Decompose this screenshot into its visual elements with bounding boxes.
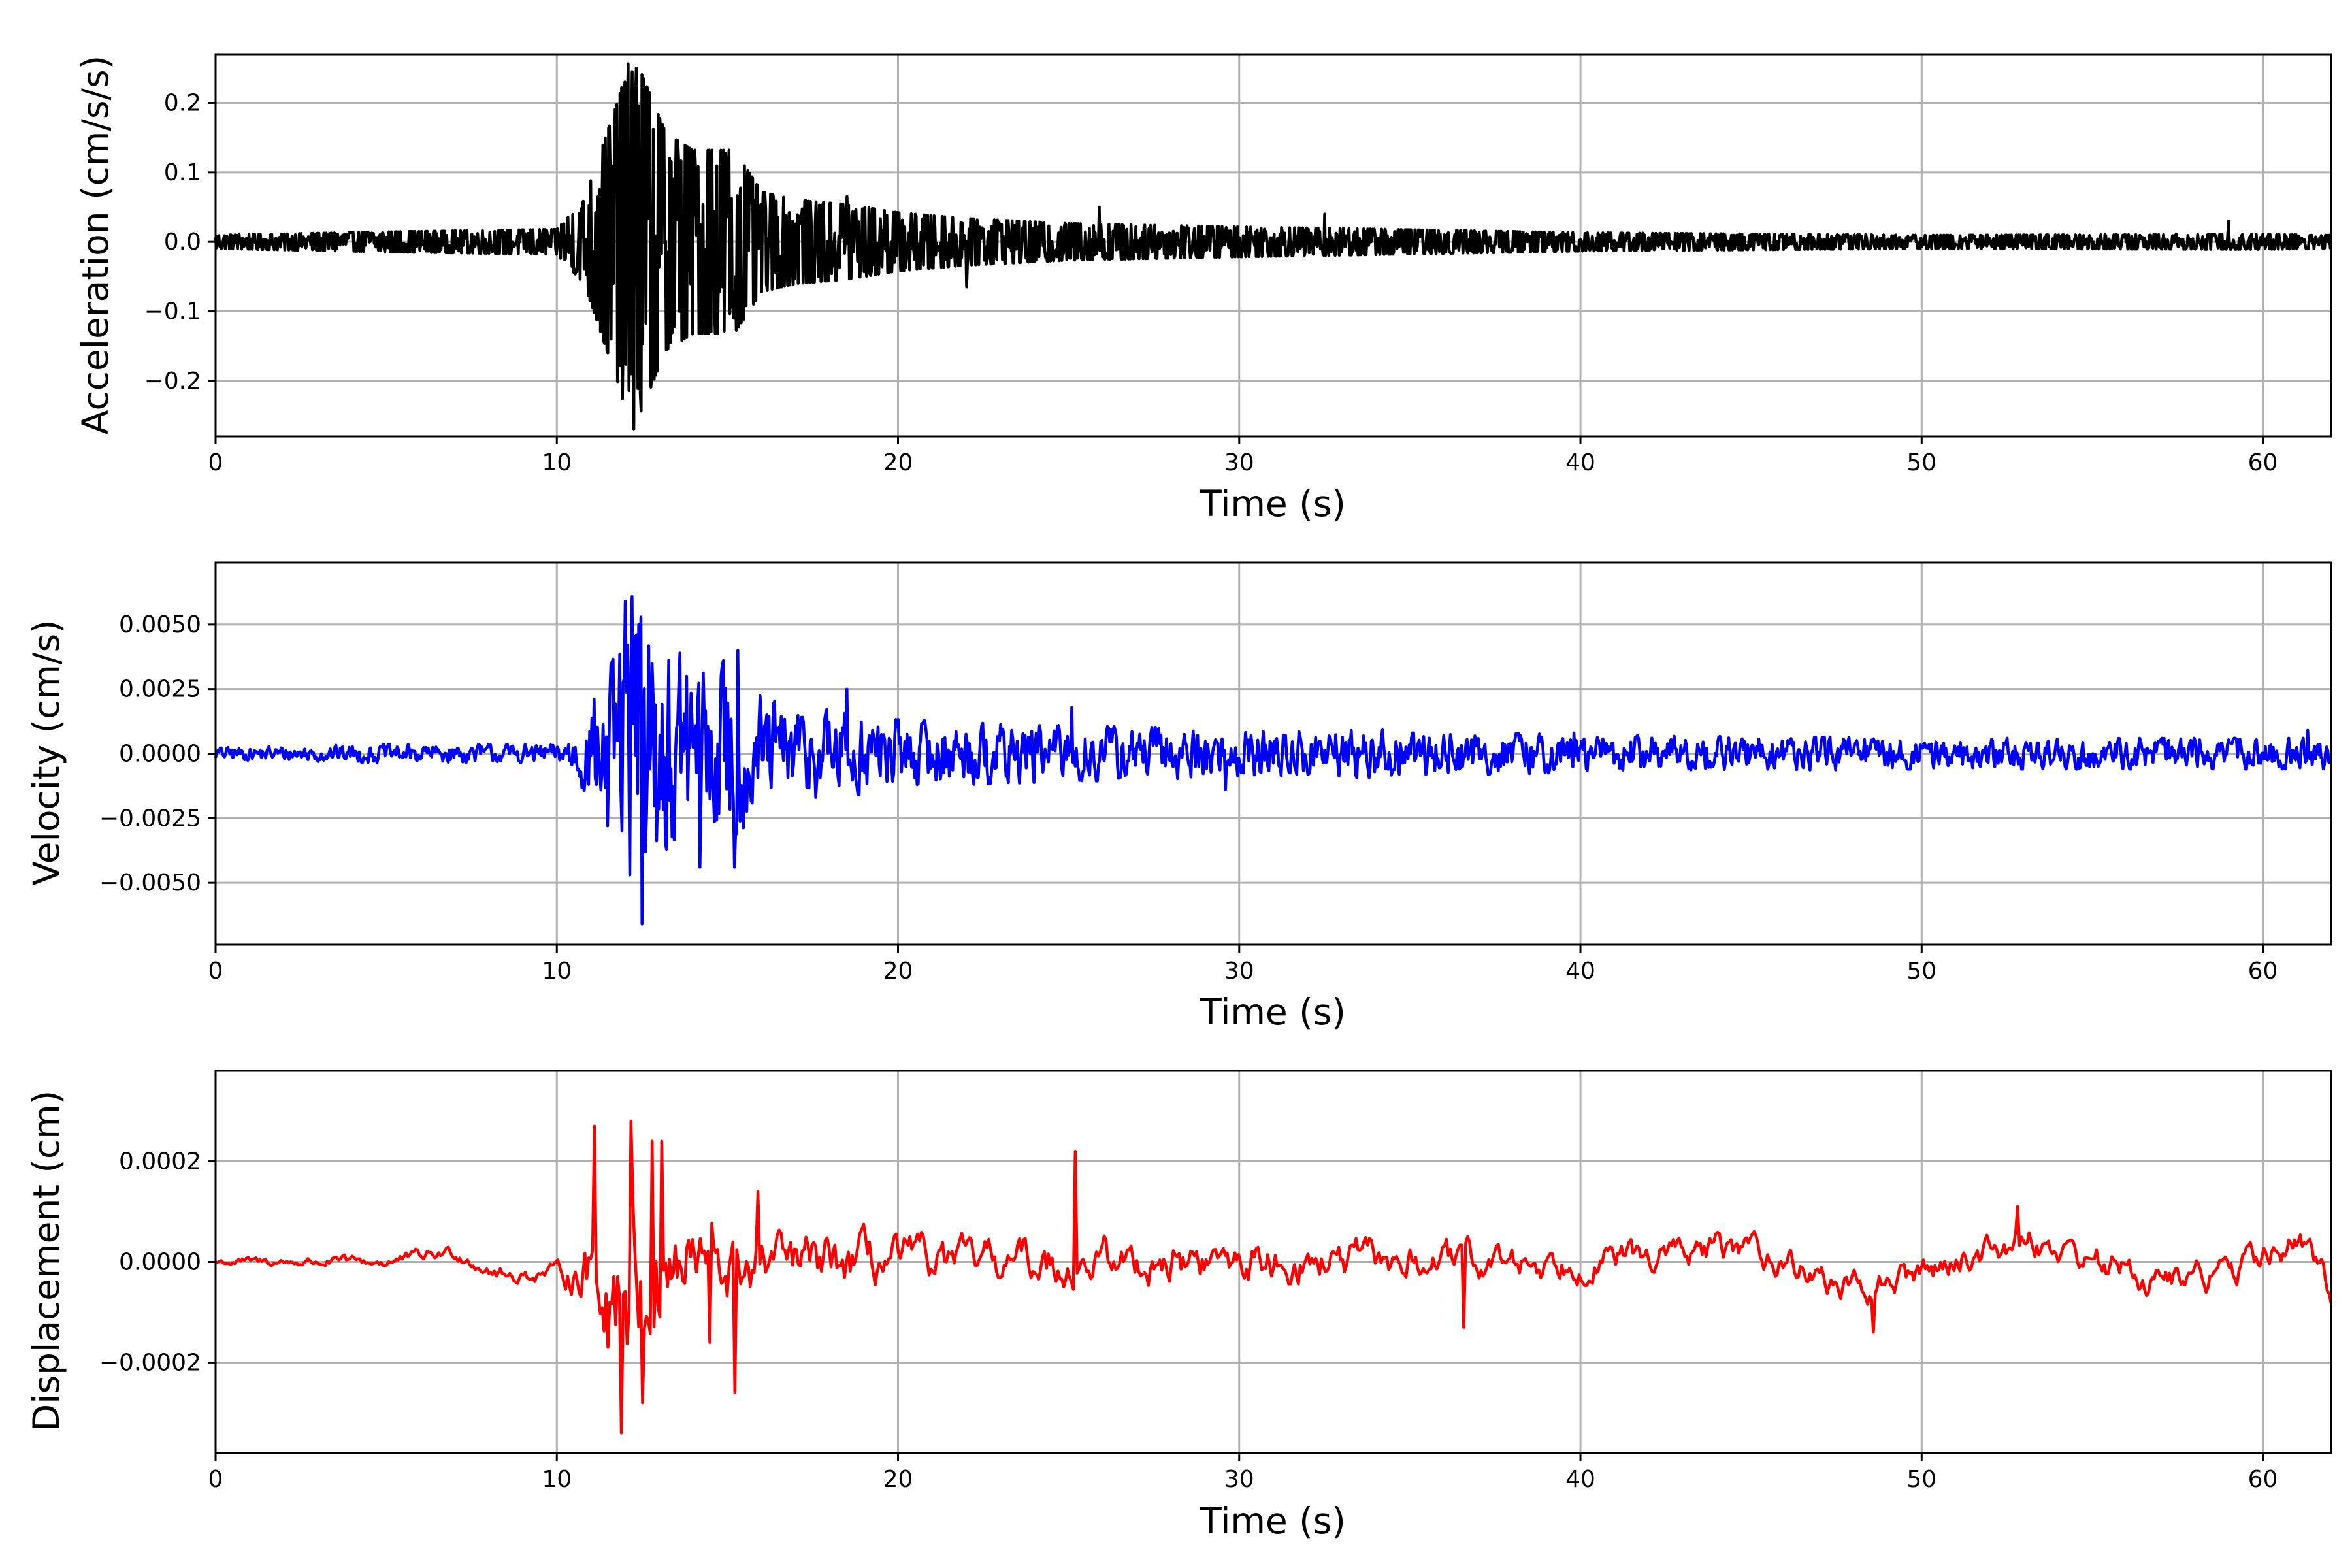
axes-frame-velocity xyxy=(214,561,2332,946)
plot-area-acceleration: 0 10 20 30 40 50 60 −0.2 −0.1 0.0 0.1 0.2 xyxy=(144,53,2333,476)
x-tick-label: 50 xyxy=(1906,1466,1936,1493)
y-tick-label: 0.0 xyxy=(164,229,201,255)
y-tick-label: 0.0000 xyxy=(119,741,201,768)
y-axis-label-acceleration: Acceleration (cm/s/s) xyxy=(74,56,116,434)
x-tick-label: 60 xyxy=(2248,1466,2278,1493)
subplot-displacement: Time (s) Displacement (cm) xyxy=(25,1090,1346,1542)
y-tick-label: −0.0002 xyxy=(99,1349,201,1376)
y-tick-label: 0.1 xyxy=(164,159,201,186)
y-axis-label-velocity: Velocity (cm/s) xyxy=(25,619,67,885)
plot-area-displacement: 0 10 20 30 40 50 60 −0.0002 0.0000 0.0002 xyxy=(99,1070,2333,1493)
x-tick-label: 50 xyxy=(1906,958,1936,985)
x-tick-label: 30 xyxy=(1224,958,1254,985)
x-tick-label: 30 xyxy=(1224,1466,1254,1493)
y-tick-label: −0.1 xyxy=(144,299,201,325)
axes-frame-displacement xyxy=(214,1070,2332,1454)
x-axis-label-acceleration: Time (s) xyxy=(1199,483,1346,525)
x-tick-label: 40 xyxy=(1565,449,1595,476)
y-tick-label: 0.2 xyxy=(164,90,201,116)
x-tick-label: 10 xyxy=(542,449,572,476)
plot-area-velocity: 0 10 20 30 40 50 60 −0.0050 −0.0025 0.0000 0.0025 0… xyxy=(99,561,2333,985)
x-tick-label: 20 xyxy=(883,958,913,985)
x-tick-label: 20 xyxy=(883,1466,913,1493)
x-tick-label: 0 xyxy=(208,958,223,985)
x-tick-label: 60 xyxy=(2248,449,2278,476)
y-tick-label: 0.0000 xyxy=(119,1249,201,1276)
x-tick-label: 10 xyxy=(542,958,572,985)
x-axis-label-displacement: Time (s) xyxy=(1199,1500,1346,1542)
x-tick-label: 40 xyxy=(1565,958,1595,985)
series-line-velocity xyxy=(214,595,2333,926)
x-tick-label: 40 xyxy=(1565,1466,1595,1493)
series-line-acceleration xyxy=(214,62,2333,431)
x-tick-label: 30 xyxy=(1224,449,1254,476)
y-tick-label: −0.2 xyxy=(144,368,201,395)
y-tick-label: 0.0025 xyxy=(119,676,201,703)
x-tick-label: 0 xyxy=(208,1466,223,1493)
axes-frame-acceleration xyxy=(214,53,2332,438)
x-tick-label: 20 xyxy=(883,449,913,476)
y-tick-label: −0.0025 xyxy=(99,805,201,832)
x-axis-label-velocity: Time (s) xyxy=(1199,991,1346,1033)
x-tick-label: 50 xyxy=(1906,449,1936,476)
series-line-displacement xyxy=(215,1119,2333,1435)
x-tick-label: 0 xyxy=(208,449,223,476)
y-tick-label: 0.0050 xyxy=(119,612,201,638)
x-tick-label: 60 xyxy=(2248,958,2278,985)
y-axis-label-displacement: Displacement (cm) xyxy=(25,1090,67,1431)
y-tick-label: −0.0050 xyxy=(99,870,201,896)
subplot-acceleration: Time (s) Acceleration (cm/s/s) xyxy=(74,56,1346,525)
subplot-velocity: Time (s) Velocity (cm/s) xyxy=(25,619,1346,1033)
y-tick-label: 0.0002 xyxy=(119,1149,201,1175)
x-tick-label: 10 xyxy=(542,1466,572,1493)
